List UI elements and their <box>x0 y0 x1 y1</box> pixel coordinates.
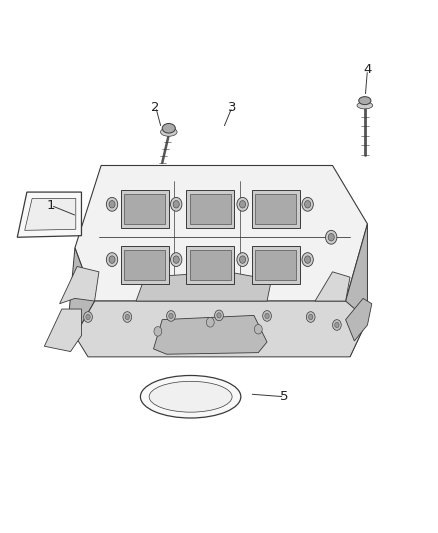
Circle shape <box>109 200 115 208</box>
Polygon shape <box>75 301 367 357</box>
Circle shape <box>170 197 182 211</box>
Circle shape <box>254 325 262 334</box>
Polygon shape <box>121 190 169 228</box>
Text: 5: 5 <box>280 390 289 403</box>
Circle shape <box>332 320 341 330</box>
Circle shape <box>263 311 272 321</box>
Polygon shape <box>75 165 367 301</box>
Circle shape <box>173 256 179 263</box>
Polygon shape <box>136 272 272 301</box>
Circle shape <box>308 314 313 320</box>
Circle shape <box>84 312 92 322</box>
Polygon shape <box>121 246 169 284</box>
Circle shape <box>237 253 248 266</box>
Ellipse shape <box>141 375 241 418</box>
Circle shape <box>173 200 179 208</box>
Polygon shape <box>252 190 300 228</box>
Polygon shape <box>25 198 76 230</box>
Circle shape <box>302 197 313 211</box>
Circle shape <box>237 197 248 211</box>
Polygon shape <box>186 190 234 228</box>
Polygon shape <box>60 266 99 304</box>
Polygon shape <box>346 224 367 357</box>
Circle shape <box>240 200 246 208</box>
Circle shape <box>217 313 221 318</box>
Circle shape <box>123 312 132 322</box>
Polygon shape <box>124 194 165 224</box>
Circle shape <box>215 310 223 321</box>
Circle shape <box>154 327 162 336</box>
Circle shape <box>306 312 315 322</box>
Polygon shape <box>190 194 231 224</box>
Polygon shape <box>44 309 81 352</box>
Circle shape <box>328 233 334 241</box>
Circle shape <box>169 313 173 319</box>
Polygon shape <box>255 250 296 280</box>
Circle shape <box>325 230 337 244</box>
Circle shape <box>304 256 311 263</box>
Circle shape <box>170 253 182 266</box>
Circle shape <box>166 311 175 321</box>
Circle shape <box>265 313 269 319</box>
Circle shape <box>304 200 311 208</box>
Polygon shape <box>17 192 81 237</box>
Text: 1: 1 <box>47 199 55 212</box>
Circle shape <box>106 253 118 266</box>
Ellipse shape <box>359 96 371 104</box>
Polygon shape <box>252 246 300 284</box>
Polygon shape <box>255 194 296 224</box>
Polygon shape <box>315 272 350 301</box>
Circle shape <box>240 256 246 263</box>
Text: 4: 4 <box>363 63 371 76</box>
Ellipse shape <box>162 124 175 133</box>
Text: 2: 2 <box>152 101 160 114</box>
Polygon shape <box>153 316 267 354</box>
Polygon shape <box>190 250 231 280</box>
Ellipse shape <box>357 102 373 109</box>
Text: 3: 3 <box>228 101 237 114</box>
Circle shape <box>206 318 214 327</box>
Polygon shape <box>186 246 234 284</box>
Circle shape <box>109 256 115 263</box>
Polygon shape <box>346 298 372 341</box>
Polygon shape <box>68 248 95 336</box>
Circle shape <box>86 314 90 320</box>
Circle shape <box>125 314 130 320</box>
Ellipse shape <box>160 128 177 136</box>
Circle shape <box>106 197 118 211</box>
Ellipse shape <box>149 381 232 412</box>
Circle shape <box>302 253 313 266</box>
Polygon shape <box>124 250 165 280</box>
Circle shape <box>335 322 339 328</box>
